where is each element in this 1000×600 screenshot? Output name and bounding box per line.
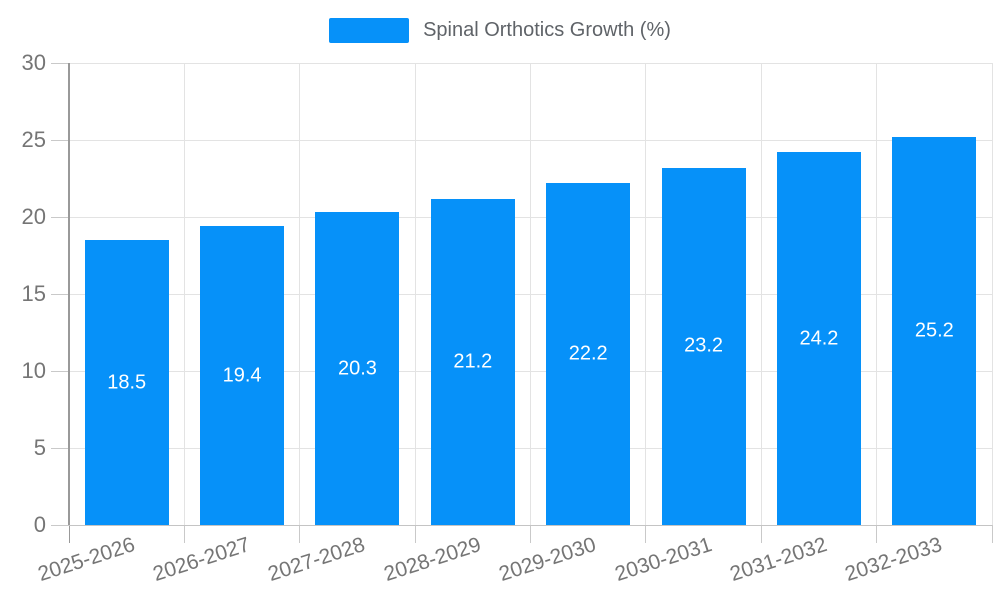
x-axis-label: 2030-2031 <box>611 533 715 586</box>
x-axis-tick <box>68 525 70 543</box>
bar <box>200 226 285 525</box>
x-axis-tick <box>299 525 301 543</box>
x-axis-line <box>69 524 992 526</box>
gridline-vertical <box>876 63 878 525</box>
bar <box>546 183 631 525</box>
legend-item[interactable]: Spinal Orthotics Growth (%) <box>0 18 1000 43</box>
bar <box>892 136 977 525</box>
bar <box>430 198 515 525</box>
x-axis-label: 2028-2029 <box>380 533 484 586</box>
legend-label: Spinal Orthotics Growth (%) <box>423 19 671 41</box>
y-axis-label: 30 <box>21 50 46 75</box>
x-axis-label: 2027-2028 <box>265 533 369 586</box>
gridline-vertical <box>645 63 647 525</box>
x-axis-tick <box>760 525 762 543</box>
bar <box>315 212 400 525</box>
bar-value-label: 20.3 <box>337 357 377 380</box>
y-axis-label: 15 <box>21 281 46 306</box>
y-axis-tick <box>51 293 69 295</box>
bar-value-label: 19.4 <box>222 364 262 387</box>
x-axis-tick <box>645 525 647 543</box>
x-axis-label: 2029-2030 <box>496 533 599 586</box>
x-axis-tick <box>991 525 993 543</box>
x-axis-label: 2031-2032 <box>727 533 830 586</box>
y-axis-tick <box>51 62 69 64</box>
y-axis-tick <box>51 524 69 526</box>
y-axis-label: 0 <box>33 512 46 537</box>
y-axis-label: 25 <box>21 127 46 152</box>
bar-value-label: 25.2 <box>914 319 954 342</box>
x-axis-tick <box>414 525 416 543</box>
y-axis-label: 10 <box>21 358 46 383</box>
x-axis-label: 2025-2026 <box>34 533 138 586</box>
gridline-vertical <box>991 63 993 525</box>
x-axis-tick <box>530 525 531 543</box>
x-axis-tick <box>183 525 185 543</box>
bar-value-label: 18.5 <box>107 371 147 394</box>
x-axis-label: 2032-2033 <box>842 533 946 586</box>
y-axis-tick <box>51 139 69 141</box>
gridline-vertical <box>414 63 416 525</box>
gridline-vertical <box>299 63 301 525</box>
bar-value-label: 22.2 <box>568 342 608 365</box>
gridline-vertical <box>760 63 762 525</box>
bar <box>84 240 169 525</box>
y-axis-tick <box>51 370 69 372</box>
bar-value-label: 24.2 <box>799 327 839 350</box>
y-axis-line <box>68 63 70 525</box>
y-axis-label: 20 <box>21 204 46 229</box>
y-axis-tick <box>51 447 69 449</box>
y-axis-label: 5 <box>33 435 46 460</box>
y-axis-tick <box>51 216 69 218</box>
x-axis-tick <box>876 525 878 543</box>
gridline-vertical <box>183 63 185 525</box>
bar-value-label: 21.2 <box>453 350 493 373</box>
bar-value-label: 23.2 <box>684 334 724 357</box>
gridline-vertical <box>530 63 531 525</box>
bar <box>661 167 746 525</box>
legend-swatch <box>329 18 410 43</box>
x-axis-label: 2026-2027 <box>150 533 253 586</box>
bar <box>776 152 861 525</box>
